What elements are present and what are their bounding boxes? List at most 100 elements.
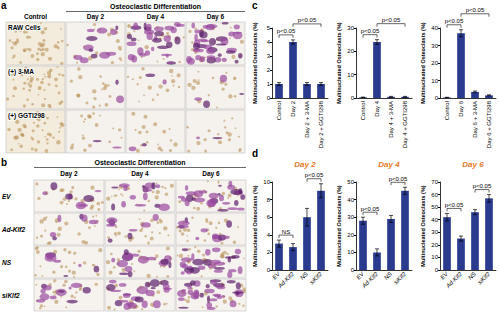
svg-text:8: 8 [267, 197, 271, 203]
svg-text:30: 30 [431, 229, 438, 235]
svg-text:(+) GGTI298: (+) GGTI298 [8, 112, 45, 120]
svg-text:d: d [252, 148, 258, 159]
svg-text:EV: EV [355, 270, 366, 281]
svg-text:Day 6: Day 6 [202, 170, 220, 178]
svg-text:Control: Control [444, 101, 450, 120]
svg-text:Multinucleated Osteoclasts (%): Multinucleated Osteoclasts (%) [336, 185, 342, 266]
svg-text:a: a [1, 0, 7, 11]
svg-text:siKlf2: siKlf2 [393, 270, 408, 285]
svg-text:p<0.05: p<0.05 [305, 172, 324, 178]
svg-text:Ad-Klf2: Ad-Klf2 [444, 270, 463, 289]
svg-text:Day 4: Day 4 [131, 170, 149, 178]
svg-text:20: 20 [347, 232, 354, 238]
svg-text:6: 6 [267, 214, 271, 220]
svg-text:30: 30 [347, 214, 354, 220]
svg-text:20: 20 [431, 60, 438, 66]
svg-text:50: 50 [431, 204, 438, 210]
svg-text:Ad-Klf2: Ad-Klf2 [1, 226, 25, 233]
svg-text:Day 6: Day 6 [462, 160, 484, 169]
svg-text:3: 3 [267, 53, 271, 59]
svg-text:Day 4 + GGTI298: Day 4 + GGTI298 [402, 100, 408, 148]
svg-text:Control: Control [276, 101, 282, 120]
svg-text:0: 0 [267, 267, 271, 273]
svg-text:Day 6 + GGTI298: Day 6 + GGTI298 [486, 100, 492, 148]
svg-text:Multinucleated Osteoclasts (%): Multinucleated Osteoclasts (%) [252, 22, 258, 103]
svg-text:10: 10 [431, 254, 438, 260]
svg-text:Day 2: Day 2 [60, 170, 78, 178]
svg-text:0: 0 [267, 95, 271, 101]
svg-text:0: 0 [351, 95, 355, 101]
svg-text:10: 10 [347, 249, 354, 255]
svg-text:p<0.05: p<0.05 [473, 183, 492, 189]
svg-text:4: 4 [267, 39, 271, 45]
svg-text:Day 4 + 3-MA: Day 4 + 3-MA [388, 101, 394, 138]
svg-text:40: 40 [431, 217, 438, 223]
svg-text:siKlf2: siKlf2 [477, 270, 492, 285]
svg-text:Day 2 + GGTI298: Day 2 + GGTI298 [318, 100, 324, 148]
svg-text:EV: EV [2, 193, 11, 200]
svg-text:EV: EV [271, 270, 282, 281]
svg-text:p<0.05: p<0.05 [361, 206, 380, 212]
svg-text:Multinucleated Osteoclasts (%): Multinucleated Osteoclasts (%) [252, 185, 258, 266]
svg-text:Multinucleated Osteoclasts (%): Multinucleated Osteoclasts (%) [420, 22, 426, 103]
svg-text:p<0.05: p<0.05 [382, 17, 401, 23]
svg-text:siKlf2: siKlf2 [2, 292, 20, 299]
svg-text:p<0.05: p<0.05 [361, 28, 380, 34]
svg-text:NS: NS [282, 229, 290, 235]
svg-text:NS: NS [299, 271, 309, 281]
svg-text:Ad-Klf2: Ad-Klf2 [276, 270, 295, 289]
svg-text:NS: NS [383, 271, 393, 281]
svg-text:10: 10 [347, 72, 354, 78]
svg-text:Day 4: Day 4 [378, 160, 400, 169]
svg-text:40: 40 [347, 197, 354, 203]
svg-text:Multinucleated Osteoclasts (%): Multinucleated Osteoclasts (%) [336, 22, 342, 103]
svg-text:5: 5 [267, 25, 271, 31]
svg-text:p<0.05: p<0.05 [445, 18, 464, 24]
svg-text:Day 6: Day 6 [458, 100, 464, 116]
svg-text:50: 50 [347, 179, 354, 185]
svg-text:40: 40 [431, 25, 438, 31]
svg-text:20: 20 [347, 48, 354, 54]
svg-text:siKlf2: siKlf2 [309, 270, 324, 285]
svg-text:20: 20 [431, 242, 438, 248]
svg-text:Day 6 + 3-MA: Day 6 + 3-MA [472, 101, 478, 138]
svg-text:Ad-Klf2: Ad-Klf2 [360, 270, 379, 289]
svg-text:0: 0 [435, 267, 439, 273]
svg-text:70: 70 [431, 179, 438, 185]
svg-text:1: 1 [267, 81, 271, 87]
svg-text:0: 0 [351, 267, 355, 273]
svg-text:p<0.05: p<0.05 [389, 176, 408, 182]
svg-text:Day 4: Day 4 [374, 100, 380, 116]
svg-text:Control: Control [24, 13, 47, 20]
svg-text:Day 2: Day 2 [290, 100, 296, 116]
svg-text:NS: NS [2, 259, 12, 266]
svg-text:NS: NS [467, 271, 477, 281]
svg-text:Day 2: Day 2 [294, 160, 316, 169]
svg-text:b: b [1, 157, 7, 168]
svg-text:p<0.05: p<0.05 [466, 7, 485, 13]
svg-text:(+) 3-MA: (+) 3-MA [8, 68, 34, 76]
svg-text:Day 6: Day 6 [207, 13, 225, 21]
svg-text:Day 4: Day 4 [147, 13, 165, 21]
svg-text:Multinucleated Osteoclasts (%): Multinucleated Osteoclasts (%) [420, 185, 426, 266]
svg-text:p<0.05: p<0.05 [445, 202, 464, 208]
svg-text:p<0.05: p<0.05 [298, 17, 317, 23]
svg-text:Control: Control [360, 101, 366, 120]
svg-text:2: 2 [267, 67, 271, 73]
svg-text:p<0.05: p<0.05 [277, 28, 296, 34]
svg-text:RAW Cells: RAW Cells [8, 24, 41, 31]
svg-text:Day 2: Day 2 [87, 13, 105, 21]
svg-text:EV: EV [439, 270, 450, 281]
svg-text:10: 10 [431, 78, 438, 84]
svg-text:c: c [252, 0, 258, 11]
svg-text:Osteoclastic Differentiation: Osteoclastic Differentiation [110, 3, 201, 10]
svg-text:Day 2 + 3-MA: Day 2 + 3-MA [304, 101, 310, 138]
svg-text:4: 4 [267, 232, 271, 238]
svg-text:10: 10 [263, 179, 270, 185]
svg-text:0: 0 [435, 95, 439, 101]
svg-text:30: 30 [431, 43, 438, 49]
svg-text:Osteoclastic Differentiation: Osteoclastic Differentiation [94, 159, 185, 166]
svg-text:2: 2 [267, 249, 271, 255]
svg-text:60: 60 [431, 192, 438, 198]
svg-text:30: 30 [347, 25, 354, 31]
